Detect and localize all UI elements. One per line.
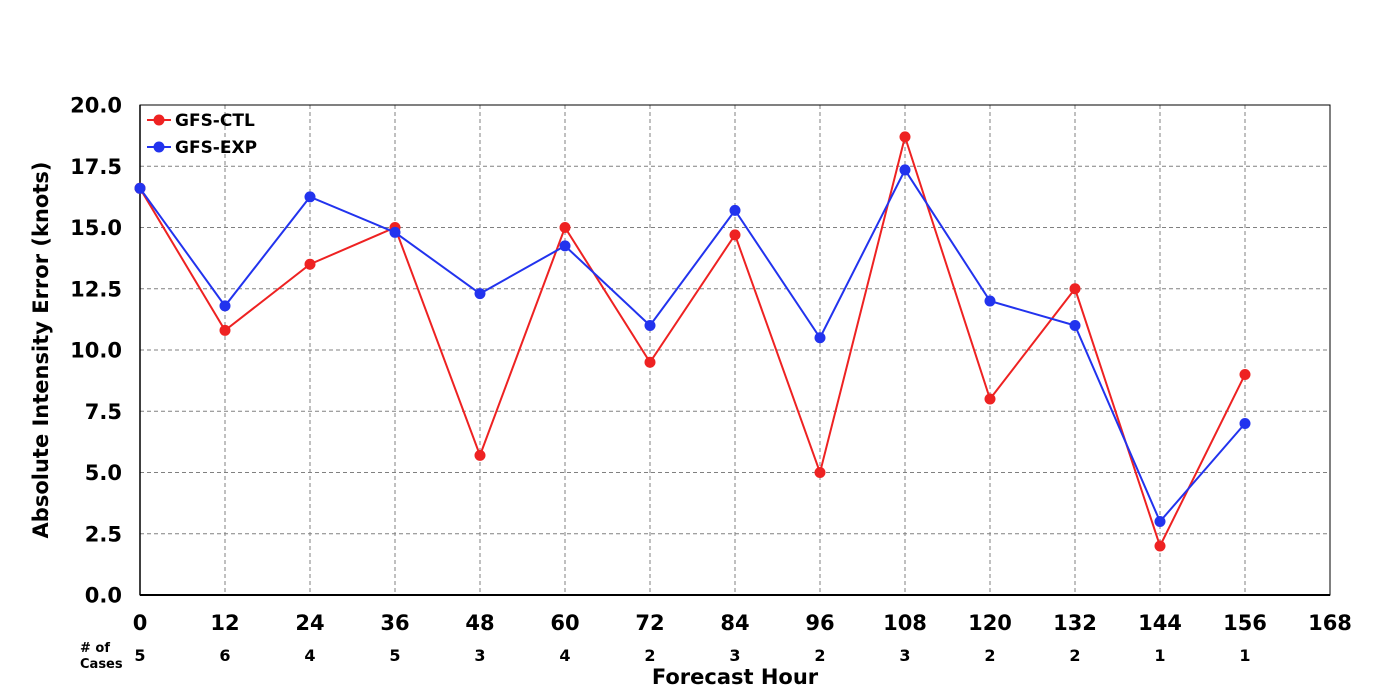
x-tick-label: 48	[465, 611, 494, 635]
data-point	[899, 164, 911, 176]
y-tick-label: 2.5	[85, 522, 122, 546]
data-point	[134, 182, 146, 194]
legend-label-exp: GFS-EXP	[175, 138, 257, 158]
cases-row: # of Cases 5 6 4 5 3 4 2 3 2 3 2 2 1 1	[80, 641, 1251, 672]
data-point	[984, 393, 996, 405]
data-point	[1069, 283, 1081, 295]
case-count: 1	[1154, 646, 1165, 665]
data-point	[474, 288, 486, 300]
data-point	[729, 204, 741, 216]
legend-label-ctl: GFS-CTL	[175, 111, 255, 131]
x-tick-label: 60	[550, 611, 579, 635]
data-point	[644, 320, 656, 331]
data-point	[1239, 418, 1251, 429]
x-tick-label: 0	[133, 611, 148, 635]
x-tick-label: 72	[635, 611, 664, 635]
y-tick-label: 17.5	[70, 155, 122, 179]
case-count: 4	[559, 646, 570, 665]
y-tick-label: 10.0	[70, 339, 122, 363]
legend-swatch-marker-ctl	[153, 114, 165, 126]
series-layer	[134, 131, 1251, 552]
case-count: 3	[474, 646, 485, 665]
x-tick-label: 108	[883, 611, 927, 635]
case-count: 6	[219, 646, 230, 665]
x-tick-labels: 0 12 24 36 48 60 72 84 96 108 120 132 144 156 168	[133, 611, 1352, 635]
x-tick-label: 36	[380, 611, 409, 635]
data-point	[559, 240, 571, 252]
data-point	[1239, 369, 1251, 380]
cases-label-line1: # of	[80, 641, 110, 656]
y-tick-label: 12.5	[70, 277, 122, 301]
y-axis-title: Absolute Intensity Error (knots)	[29, 162, 53, 539]
y-tick-label: 0.0	[85, 584, 122, 608]
series-line	[139, 133, 1246, 549]
x-tick-label: 144	[1138, 611, 1182, 635]
data-point	[304, 191, 316, 203]
x-tick-label: 84	[720, 611, 749, 635]
case-count: 2	[1069, 646, 1080, 665]
data-point	[899, 131, 911, 143]
data-point	[1154, 540, 1166, 552]
case-count: 2	[984, 646, 995, 665]
y-tick-labels: 0.0 2.5 5.0 7.5 10.0 12.5 15.0 17.5 20.0	[70, 94, 122, 608]
y-tick-label: 7.5	[85, 400, 122, 424]
data-point	[474, 449, 486, 461]
x-tick-label: 168	[1308, 611, 1352, 635]
y-tick-label: 5.0	[85, 461, 122, 485]
data-point	[729, 229, 741, 241]
y-tick-label: 15.0	[70, 216, 122, 240]
data-point	[219, 324, 231, 336]
x-tick-label: 12	[210, 611, 239, 635]
case-count: 3	[899, 646, 910, 665]
x-axis-title: Forecast Hour	[652, 665, 819, 689]
case-count: 4	[304, 646, 315, 665]
data-point	[559, 222, 571, 233]
data-point	[984, 295, 996, 307]
legend: GFS-CTL GFS-EXP	[147, 111, 257, 158]
x-tick-label: 96	[805, 611, 834, 635]
series-gfs-ctl	[134, 131, 1251, 552]
data-point	[1069, 320, 1081, 331]
data-point	[814, 332, 826, 344]
case-count: 1	[1239, 646, 1250, 665]
case-count: 5	[134, 646, 145, 665]
x-tick-label: 132	[1053, 611, 1097, 635]
y-tick-label: 20.0	[70, 94, 122, 118]
x-tick-label: 120	[968, 611, 1012, 635]
grid-lines	[140, 105, 1330, 595]
data-point	[389, 226, 401, 238]
x-tick-label: 156	[1223, 611, 1267, 635]
x-tick-label: 24	[295, 611, 324, 635]
case-count: 2	[644, 646, 655, 665]
case-count: 3	[729, 646, 740, 665]
data-point	[644, 356, 656, 368]
case-count: 2	[814, 646, 825, 665]
legend-swatch-marker-exp	[153, 141, 165, 153]
data-point	[1154, 516, 1166, 527]
data-point	[814, 467, 826, 478]
series-gfs-exp	[134, 164, 1251, 527]
cases-label-line2: Cases	[80, 657, 123, 672]
data-point	[219, 300, 231, 312]
case-count: 5	[389, 646, 400, 665]
data-point	[304, 258, 316, 270]
series-line	[139, 167, 1246, 524]
